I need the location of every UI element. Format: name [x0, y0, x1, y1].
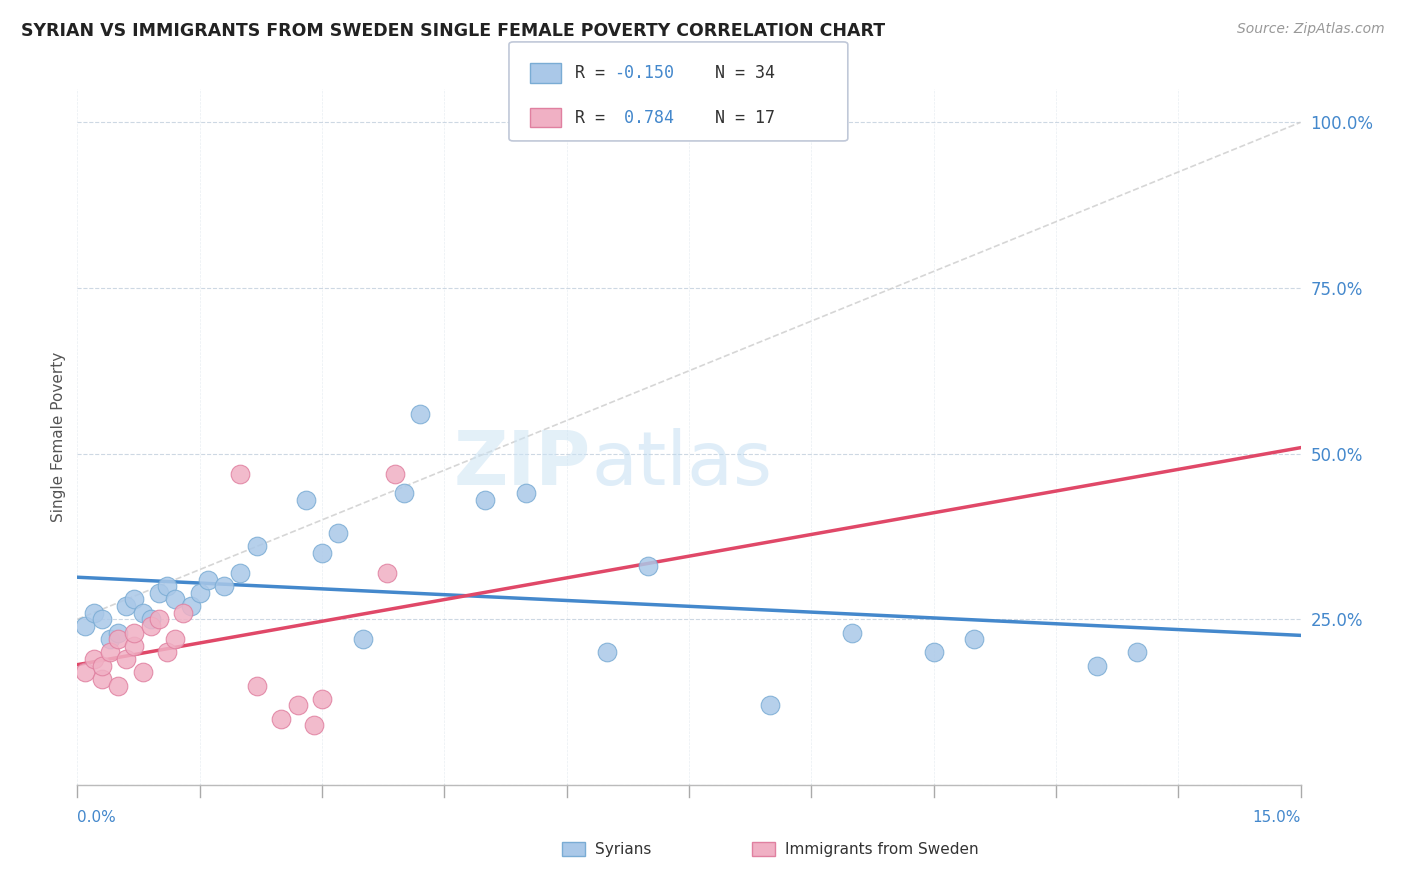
Point	[246, 540, 269, 554]
Point	[75, 665, 97, 680]
Point	[637, 559, 659, 574]
Point	[409, 407, 432, 421]
Point	[212, 579, 235, 593]
Point	[302, 718, 325, 732]
Text: Immigrants from Sweden: Immigrants from Sweden	[785, 842, 979, 856]
Point	[115, 652, 138, 666]
Point	[131, 606, 153, 620]
Text: N = 17: N = 17	[695, 109, 775, 127]
Point	[90, 672, 112, 686]
Text: 15.0%: 15.0%	[1253, 810, 1301, 825]
Point	[107, 632, 129, 647]
Text: -0.150: -0.150	[614, 63, 675, 82]
Text: ZIP: ZIP	[454, 428, 591, 501]
Text: atlas: atlas	[591, 428, 772, 501]
Text: SYRIAN VS IMMIGRANTS FROM SWEDEN SINGLE FEMALE POVERTY CORRELATION CHART: SYRIAN VS IMMIGRANTS FROM SWEDEN SINGLE …	[21, 22, 886, 40]
Text: 0.0%: 0.0%	[77, 810, 117, 825]
Point	[98, 645, 121, 659]
Point	[148, 586, 170, 600]
Point	[156, 645, 179, 659]
Point	[165, 592, 187, 607]
Point	[515, 486, 537, 500]
Point	[270, 712, 292, 726]
Y-axis label: Single Female Poverty: Single Female Poverty	[51, 352, 66, 522]
Point	[759, 698, 782, 713]
Point	[229, 467, 252, 481]
Text: R =: R =	[575, 63, 614, 82]
Point	[115, 599, 138, 613]
Point	[963, 632, 986, 647]
Text: R =: R =	[575, 109, 614, 127]
Point	[165, 632, 187, 647]
Point	[841, 625, 863, 640]
Point	[83, 652, 105, 666]
Point	[352, 632, 374, 647]
Point	[392, 486, 415, 500]
Point	[1126, 645, 1149, 659]
Point	[328, 526, 350, 541]
Point	[98, 632, 121, 647]
Point	[287, 698, 309, 713]
Point	[246, 679, 269, 693]
Point	[83, 606, 105, 620]
Point	[107, 679, 129, 693]
Point	[156, 579, 179, 593]
Point	[474, 493, 496, 508]
Point	[139, 612, 162, 626]
Point	[148, 612, 170, 626]
Point	[1085, 658, 1108, 673]
Point	[107, 625, 129, 640]
Text: Source: ZipAtlas.com: Source: ZipAtlas.com	[1237, 22, 1385, 37]
Text: 0.784: 0.784	[614, 109, 675, 127]
Point	[375, 566, 398, 580]
Point	[180, 599, 202, 613]
Point	[384, 467, 406, 481]
Point	[90, 658, 112, 673]
Point	[596, 645, 619, 659]
Point	[188, 586, 211, 600]
Point	[229, 566, 252, 580]
Text: N = 34: N = 34	[695, 63, 775, 82]
Point	[124, 592, 146, 607]
Point	[124, 639, 146, 653]
Point	[311, 546, 333, 560]
Point	[131, 665, 153, 680]
Text: Syrians: Syrians	[595, 842, 651, 856]
Point	[124, 625, 146, 640]
Point	[311, 691, 333, 706]
Point	[172, 606, 194, 620]
Point	[922, 645, 945, 659]
Point	[139, 619, 162, 633]
Point	[75, 619, 97, 633]
Point	[294, 493, 316, 508]
Point	[90, 612, 112, 626]
Point	[197, 573, 219, 587]
